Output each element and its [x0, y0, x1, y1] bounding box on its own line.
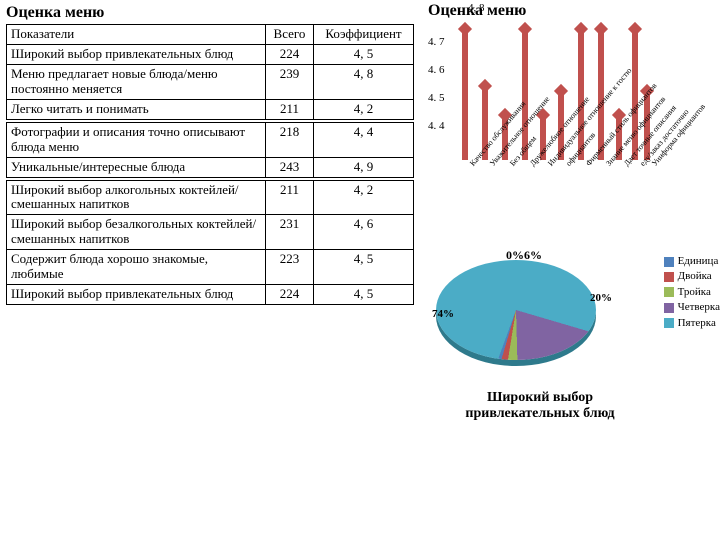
cell-indicator: Содержит блюда хорошо знакомые, любимые — [7, 250, 266, 285]
table-row: Широкий выбор алкогольных коктейлей/смеш… — [7, 179, 414, 215]
bar-chart: 4. 74. 64. 54. 4 Качество обслуживанияУв… — [428, 20, 648, 200]
legend-label: Пятерка — [678, 316, 716, 331]
cell-indicator: Широкий выбор алкогольных коктейлей/смеш… — [7, 179, 266, 215]
legend-swatch — [664, 257, 674, 267]
cell-coef: 4, 5 — [314, 285, 414, 305]
table-row: Легко читать и понимать2114, 2 — [7, 99, 414, 120]
table-row: Фотографии и описания точно описывают бл… — [7, 121, 414, 157]
legend-swatch — [664, 303, 674, 313]
legend-label: Двойка — [678, 269, 712, 284]
cell-total: 218 — [266, 121, 314, 157]
col-header: Всего — [266, 25, 314, 45]
table-title: Оценка меню — [6, 4, 414, 22]
cell-coef: 4, 5 — [314, 250, 414, 285]
legend-swatch — [664, 272, 674, 282]
cell-indicator: Легко читать и понимать — [7, 99, 266, 120]
cell-coef: 4, 9 — [314, 157, 414, 178]
cell-indicator: Уникальные/интересные блюда — [7, 157, 266, 178]
cell-indicator: Меню предлагает новые блюда/меню постоян… — [7, 64, 266, 99]
menu-rating-table: Показатели Всего Коэффициент Широкий выб… — [6, 24, 414, 305]
legend-label: Единица — [678, 254, 719, 269]
cell-total: 239 — [266, 64, 314, 99]
pie-slice-label: 20% — [590, 292, 612, 304]
cell-indicator: Широкий выбор привлекательных блюд — [7, 285, 266, 305]
cell-total: 231 — [266, 215, 314, 250]
y-tick: 4. 6 — [428, 64, 445, 76]
cell-indicator: Широкий выбор безалкогольных коктейлей/с… — [7, 215, 266, 250]
cell-total: 224 — [266, 285, 314, 305]
legend-item: Тройка — [664, 285, 720, 300]
col-header: Коэффициент — [314, 25, 414, 45]
chart-top-value: 4, 8 — [468, 2, 485, 14]
chart-title: Оценка меню — [420, 0, 716, 20]
table-row: Широкий выбор безалкогольных коктейлей/с… — [7, 215, 414, 250]
table-row: Уникальные/интересные блюда2434, 9 — [7, 157, 414, 178]
table-row: Широкий выбор привлекательных блюд2244, … — [7, 44, 414, 64]
cell-indicator: Фотографии и описания точно описывают бл… — [7, 121, 266, 157]
y-tick: 4. 5 — [428, 92, 445, 104]
y-tick: 4. 7 — [428, 36, 445, 48]
pie-legend: ЕдиницаДвойкаТройкаЧетверкаПятерка — [664, 254, 720, 331]
legend-item: Двойка — [664, 269, 720, 284]
legend-label: Тройка — [678, 285, 711, 300]
cell-coef: 4, 2 — [314, 99, 414, 120]
cell-coef: 4, 5 — [314, 44, 414, 64]
pie-caption: Широкий выбор привлекательных блюд — [450, 390, 630, 422]
legend-item: Четверка — [664, 300, 720, 315]
cell-indicator: Широкий выбор привлекательных блюд — [7, 44, 266, 64]
legend-swatch — [664, 318, 674, 328]
cell-total: 224 — [266, 44, 314, 64]
col-header: Показатели — [7, 25, 266, 45]
pie-slice-label: 74% — [432, 308, 454, 320]
cell-coef: 4, 6 — [314, 215, 414, 250]
legend-label: Четверка — [678, 300, 720, 315]
table-row: Содержит блюда хорошо знакомые, любимые2… — [7, 250, 414, 285]
cell-total: 211 — [266, 99, 314, 120]
cell-coef: 4, 8 — [314, 64, 414, 99]
cell-coef: 4, 4 — [314, 121, 414, 157]
y-tick: 4. 4 — [428, 120, 445, 132]
cell-total: 211 — [266, 179, 314, 215]
legend-swatch — [664, 287, 674, 297]
cell-total: 223 — [266, 250, 314, 285]
table-row: Широкий выбор привлекательных блюд2244, … — [7, 285, 414, 305]
legend-item: Пятерка — [664, 316, 720, 331]
cell-total: 243 — [266, 157, 314, 178]
cell-coef: 4, 2 — [314, 179, 414, 215]
legend-item: Единица — [664, 254, 720, 269]
table-row: Меню предлагает новые блюда/меню постоян… — [7, 64, 414, 99]
